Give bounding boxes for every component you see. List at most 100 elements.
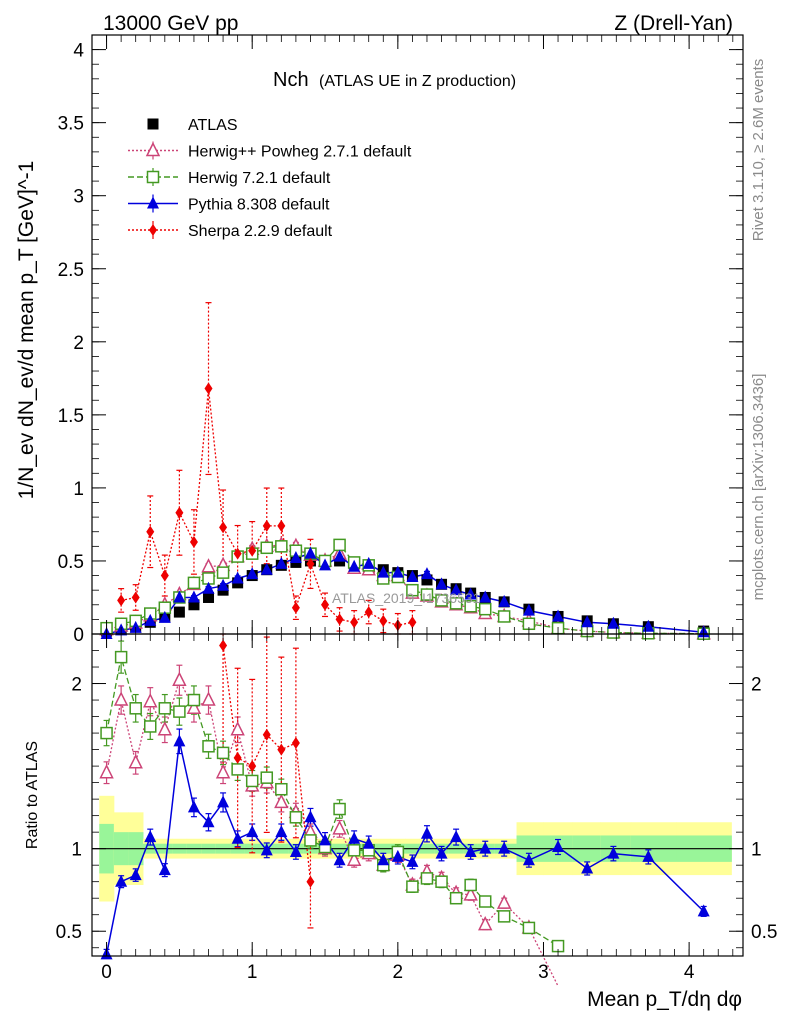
x-tick-label: 1: [247, 962, 258, 983]
ratio-point-pythia-8-308-default: [552, 840, 565, 853]
ratio-point-pythia-8-308-default: [173, 734, 186, 747]
ratio-point-herwig-powheg-2-7-1-default: [99, 764, 114, 779]
ratio-point-pythia-8-308-default: [450, 830, 463, 843]
main-point-pythia-8-308-default: [607, 616, 620, 629]
ratio-point-pythia-8-308-default: [275, 825, 288, 838]
legend: ATLAS Herwig++ Powheg 2.7.1 default Herwig…: [128, 117, 412, 240]
ratio-point-pythia-8-308-default: [435, 846, 448, 859]
legend-label: Pythia 8.308 default: [188, 197, 330, 214]
ratio-point-herwig-powheg-2-7-1-default: [463, 886, 478, 901]
ratio-point-herwig-7-2-1-default: [406, 880, 419, 893]
ratio-point-pythia-8-308-default: [607, 846, 620, 859]
ratio-tick-label-right: 0.5: [751, 922, 777, 943]
ratio-point-pythia-8-308-default: [464, 844, 477, 857]
y-tick-label: 1: [73, 479, 84, 500]
main-point-pythia-8-308-default: [406, 570, 419, 583]
y-tick-label: 0: [73, 625, 84, 646]
ratio-point-pythia-8-308-default: [304, 810, 317, 823]
main-point-pythia-8-308-default: [498, 594, 511, 607]
ratio-point-sherpa-2-2-9-default: [233, 751, 242, 764]
y-tick-label: 1.5: [58, 406, 84, 427]
plot-title-sub: (ATLAS UE in Z production): [319, 73, 516, 90]
main-point-sherpa-2-2-9-default: [204, 382, 213, 395]
y-axis-label: 1/N_ev dN_ev/d mean p_T [GeV]^-1: [15, 161, 38, 500]
ratio-point-herwig-7-2-1-default: [478, 895, 492, 908]
main-point-pythia-8-308-default: [435, 577, 448, 590]
ratio-point-pythia-8-308-default: [348, 831, 361, 844]
main-point-herwig-7-2-1-default: [435, 594, 448, 607]
ratio-point-pythia-8-308-default: [498, 841, 511, 854]
main-point-sherpa-2-2-9-default: [219, 521, 228, 534]
ratio-point-sherpa-2-2-9-default: [306, 875, 315, 888]
y-tick-label: 2: [73, 333, 84, 354]
ratio-point-herwig-powheg-2-7-1-default: [201, 691, 216, 706]
ratio-point-pythia-8-308-default: [581, 861, 594, 874]
main-point-pythia-8-308-default: [304, 546, 317, 559]
main-point-pythia-8-308-default: [319, 558, 332, 571]
ratio-point-pythia-8-308-default: [406, 854, 419, 867]
ratio-point-herwig-7-2-1-default: [173, 705, 186, 718]
main-line-pythia-8-308-default: [106, 552, 704, 635]
mcplots-label: mcplots.cern.ch [arXiv:1306.3436]: [750, 374, 767, 601]
main-point-herwig-7-2-1-default: [497, 610, 511, 623]
energy-label: 13000 GeV pp: [103, 12, 238, 35]
main-point-sherpa-2-2-9-default: [175, 506, 184, 519]
ratio-point-herwig-7-2-1-default: [245, 774, 259, 788]
main-point-herwig-7-2-1-default: [187, 576, 201, 590]
main-point-herwig-7-2-1-default: [478, 602, 492, 616]
ratio-point-herwig-7-2-1-default: [420, 872, 434, 885]
y-tick-label: 4: [73, 41, 84, 62]
main-point-pythia-8-308-default: [217, 578, 230, 591]
ratio-point-herwig-powheg-2-7-1-default: [478, 915, 493, 931]
ratio-point-pythia-8-308-default: [333, 853, 346, 866]
main-point-atlas: [203, 591, 215, 603]
main-point-sherpa-2-2-9-default: [131, 591, 140, 604]
main-point-pythia-8-308-default: [173, 590, 186, 603]
ratio-line-herwig-powheg-2-7-1-default: [105, 678, 559, 987]
legend-marker: [149, 224, 157, 236]
ratio-point-herwig-powheg-2-7-1-default: [496, 894, 512, 909]
ratio-point-herwig-7-2-1-default: [187, 693, 201, 707]
ratio-point-herwig-7-2-1-default: [158, 702, 172, 715]
main-point-pythia-8-308-default: [158, 610, 171, 623]
main-point-pythia-8-308-default: [450, 583, 463, 596]
legend-label: Sherpa 2.2.9 default: [188, 223, 333, 240]
series-markers: [99, 382, 711, 960]
ratio-point-herwig-7-2-1-default: [260, 771, 274, 784]
ratio-point-pythia-8-308-default: [115, 874, 128, 887]
main-point-atlas: [421, 574, 433, 586]
x-axis-label: Mean p_T/dη dφ: [587, 988, 742, 1011]
main-point-sherpa-2-2-9-default: [146, 525, 155, 538]
ratio-point-pythia-8-308-default: [479, 841, 492, 854]
axes: 0 1 2 3 4 0 0.5 1 1.5 2 2.5 3 3.5 4 0.5 0.5 1 1 2 2: [56, 34, 777, 983]
ratio-point-herwig-powheg-2-7-1-default: [143, 693, 158, 708]
main-point-pythia-8-308-default: [522, 603, 535, 616]
ratio-point-herwig-powheg-2-7-1-default: [274, 793, 289, 809]
ratio-point-sherpa-2-2-9-default: [277, 743, 286, 756]
x-tick-label: 4: [684, 962, 695, 983]
x-tick-label: 3: [538, 962, 549, 983]
legend-label: Herwig++ Powheg 2.7.1 default: [188, 144, 412, 161]
main-point-pythia-8-308-default: [479, 590, 492, 603]
ratio-point-pythia-8-308-default: [158, 863, 171, 876]
main-point-pythia-8-308-default: [333, 549, 346, 562]
ratio-axis-label: Ratio to ATLAS: [24, 741, 41, 849]
ratio-point-herwig-7-2-1-default: [275, 782, 288, 796]
main-point-pythia-8-308-default: [348, 559, 361, 572]
main-point-pythia-8-308-default: [231, 571, 244, 584]
ratio-point-herwig-powheg-2-7-1-default: [172, 671, 187, 686]
ratio-point-herwig-powheg-2-7-1-default: [186, 699, 202, 715]
main-point-pythia-8-308-default: [362, 556, 375, 569]
ratio-point-herwig-powheg-2-7-1-default: [128, 754, 143, 769]
y-tick-label: 2.5: [58, 260, 84, 281]
ratio-point-herwig-7-2-1-default: [114, 650, 128, 664]
ratio-point-herwig-7-2-1-default: [333, 802, 346, 816]
ratio-point-sherpa-2-2-9-default: [248, 760, 257, 773]
main-point-sherpa-2-2-9-default: [117, 594, 126, 607]
ratio-point-pythia-8-308-default: [187, 800, 200, 813]
rivet-version-label: Rivet 3.1.10, ≥ 2.6M events: [750, 59, 767, 242]
ratio-point-herwig-powheg-2-7-1-default: [157, 721, 173, 736]
ratio-point-herwig-7-2-1-default: [100, 726, 113, 740]
ratio-point-herwig-7-2-1-default: [289, 811, 303, 824]
